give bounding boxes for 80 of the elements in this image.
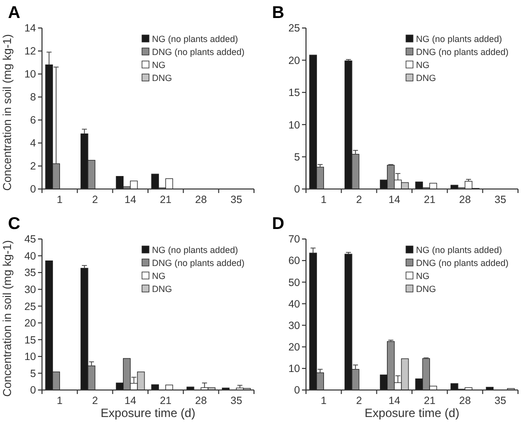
y-tick-label: 40 bbox=[288, 298, 300, 310]
y-tick-label: 45 bbox=[24, 234, 36, 246]
chart-title: D bbox=[272, 214, 284, 233]
x-tick-label: 21 bbox=[160, 395, 172, 407]
x-tick-label: 14 bbox=[388, 395, 400, 407]
legend-label: DNG (no plants added) bbox=[416, 47, 509, 57]
chart-title: C bbox=[8, 214, 20, 233]
legend-label: NG bbox=[416, 60, 430, 70]
legend-label: DNG (no plants added) bbox=[152, 258, 245, 268]
y-tick-label: 5 bbox=[294, 151, 300, 164]
legend-label: DNG bbox=[416, 73, 436, 83]
y-tick-label: 6 bbox=[30, 114, 36, 127]
y-tick-label: 25 bbox=[24, 300, 36, 313]
y-tick-label: 50 bbox=[288, 276, 300, 289]
legend-label: NG (no plants added) bbox=[416, 34, 502, 44]
y-tick-label: 10 bbox=[288, 363, 300, 376]
x-axis-title: Exposure time (d) bbox=[364, 406, 460, 420]
x-axis-title: Exposure time (d) bbox=[100, 406, 196, 420]
x-tick-label: 2 bbox=[92, 395, 98, 407]
y-tick-label: 10 bbox=[24, 68, 36, 81]
x-tick-label: 1 bbox=[320, 194, 327, 206]
chart-title: A bbox=[8, 3, 20, 22]
y-tick-label: 0 bbox=[294, 184, 300, 196]
legend-label: DNG bbox=[152, 284, 172, 294]
x-tick-label: 35 bbox=[494, 395, 506, 407]
y-tick-label: 60 bbox=[288, 255, 300, 268]
y-tick-label: 40 bbox=[24, 250, 36, 262]
legend-label: NG (no plants added) bbox=[416, 245, 502, 255]
y-tick-label: 4 bbox=[30, 138, 36, 150]
legend-label: DNG bbox=[416, 284, 436, 294]
y-tick-label: 30 bbox=[288, 320, 300, 332]
y-tick-label: 0 bbox=[30, 384, 36, 397]
legend-label: DNG (no plants added) bbox=[416, 258, 509, 268]
y-axis-title: Concentration in soil (mg kg-1) bbox=[2, 34, 14, 191]
legend-label: NG bbox=[152, 60, 166, 70]
x-tick-label: 28 bbox=[459, 395, 471, 407]
y-tick-label: 14 bbox=[24, 22, 36, 35]
y-tick-label: 20 bbox=[288, 54, 300, 67]
legend-label: DNG (no plants added) bbox=[152, 47, 245, 57]
y-tick-label: 70 bbox=[288, 234, 300, 246]
legend-label: DNG bbox=[152, 73, 172, 83]
x-tick-label: 14 bbox=[124, 194, 136, 206]
x-tick-label: 1 bbox=[56, 395, 63, 407]
x-tick-label: 21 bbox=[160, 194, 172, 206]
x-tick-label: 21 bbox=[424, 395, 436, 407]
y-tick-label: 0 bbox=[294, 384, 300, 397]
y-tick-label: 5 bbox=[30, 368, 36, 380]
y-tick-label: 10 bbox=[288, 119, 300, 132]
chart-title: B bbox=[272, 3, 284, 22]
x-tick-label: 28 bbox=[195, 194, 207, 206]
legend-label: NG bbox=[152, 271, 166, 281]
x-tick-label: 2 bbox=[356, 395, 362, 407]
y-tick-label: 2 bbox=[30, 160, 36, 173]
y-tick-label: 35 bbox=[24, 267, 36, 280]
y-tick-label: 8 bbox=[30, 92, 36, 104]
x-tick-label: 35 bbox=[230, 395, 242, 407]
legend-label: NG (no plants added) bbox=[152, 245, 238, 255]
x-tick-label: 14 bbox=[124, 395, 136, 407]
legend-label: NG (no plants added) bbox=[152, 34, 238, 44]
y-tick-label: 12 bbox=[24, 46, 36, 58]
y-tick-label: 25 bbox=[288, 22, 300, 35]
y-tick-label: 20 bbox=[288, 342, 300, 354]
y-axis-title: Concentration in soil (mg kg-1) bbox=[2, 240, 14, 397]
y-tick-label: 20 bbox=[24, 318, 36, 330]
y-tick-label: 15 bbox=[24, 334, 36, 346]
x-tick-label: 35 bbox=[494, 194, 506, 206]
y-tick-label: 30 bbox=[24, 284, 36, 296]
y-tick-label: 10 bbox=[24, 351, 36, 364]
x-tick-label: 21 bbox=[424, 194, 436, 206]
legend-label: NG bbox=[416, 271, 430, 281]
y-tick-label: 15 bbox=[288, 87, 300, 100]
x-tick-label: 2 bbox=[356, 194, 362, 206]
y-tick-label: 0 bbox=[30, 184, 36, 196]
x-tick-label: 14 bbox=[388, 194, 400, 206]
x-tick-label: 1 bbox=[56, 194, 63, 206]
x-tick-label: 35 bbox=[230, 194, 242, 206]
x-tick-label: 28 bbox=[195, 395, 207, 407]
x-tick-label: 28 bbox=[459, 194, 471, 206]
x-tick-label: 2 bbox=[92, 194, 98, 206]
x-tick-label: 1 bbox=[320, 395, 327, 407]
